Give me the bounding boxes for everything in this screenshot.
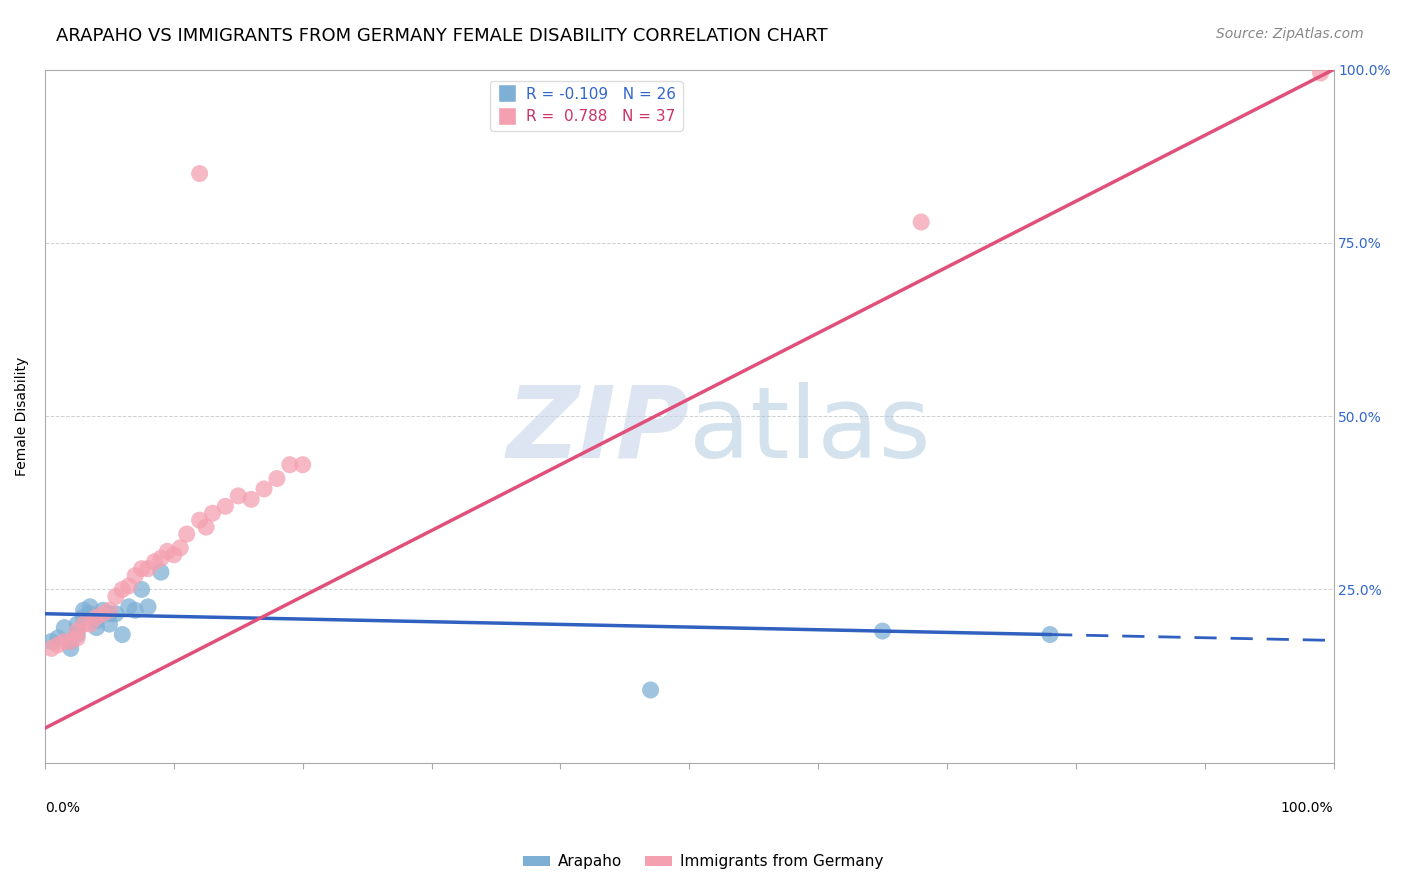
Point (66, 624, 89, 638)
Point (124, 603, 146, 617)
Point (72, 603, 94, 617)
Point (124, 568, 146, 582)
Point (1039, 627, 1062, 641)
Point (72, 617, 94, 632)
Point (98, 607, 121, 621)
Point (201, 506, 224, 520)
Point (79, 599, 101, 614)
Point (59, 641, 82, 656)
Point (195, 520, 218, 534)
Point (240, 492, 263, 507)
Point (91, 607, 114, 621)
Text: 100.0%: 100.0% (1281, 801, 1333, 815)
Point (163, 548, 186, 562)
Point (86, 621, 108, 635)
Point (66, 617, 89, 632)
Point (169, 541, 191, 555)
Point (291, 458, 314, 472)
Point (278, 458, 301, 472)
Point (149, 565, 172, 579)
Legend: Arapaho, Immigrants from Germany: Arapaho, Immigrants from Germany (516, 848, 890, 875)
Point (111, 582, 134, 597)
Point (176, 527, 198, 541)
Point (104, 607, 127, 621)
Point (59, 634, 82, 648)
Point (46, 638, 69, 652)
Text: ARAPAHO VS IMMIGRANTS FROM GERMANY FEMALE DISABILITY CORRELATION CHART: ARAPAHO VS IMMIGRANTS FROM GERMANY FEMAL… (56, 27, 828, 45)
Y-axis label: Female Disability: Female Disability (15, 357, 30, 475)
Point (118, 599, 141, 614)
Text: Source: ZipAtlas.com: Source: ZipAtlas.com (1216, 27, 1364, 41)
Point (872, 624, 894, 638)
Point (46, 631, 69, 645)
Point (214, 500, 236, 514)
Point (72, 610, 94, 624)
Point (66, 631, 89, 645)
Point (131, 582, 153, 597)
Point (98, 617, 121, 632)
Point (136, 562, 159, 576)
Point (118, 579, 141, 593)
Point (143, 555, 166, 569)
Point (266, 472, 288, 486)
Point (188, 167, 211, 181)
Point (79, 617, 101, 632)
Point (149, 551, 172, 566)
Point (98, 603, 121, 617)
Point (253, 482, 276, 496)
Point (86, 614, 108, 628)
Point (1309, 66, 1331, 80)
Point (53, 621, 76, 635)
Point (41, 641, 63, 656)
Text: ZIP: ZIP (506, 382, 689, 478)
Point (104, 590, 127, 604)
Point (59, 634, 82, 648)
Point (910, 215, 932, 229)
Point (66, 627, 89, 641)
Point (53, 634, 76, 648)
Point (41, 634, 63, 648)
Point (86, 610, 108, 624)
Point (640, 683, 662, 698)
Point (226, 489, 249, 503)
Point (79, 607, 101, 621)
Point (136, 599, 159, 614)
Legend: R = -0.109   N = 26, R =  0.788   N = 37: R = -0.109 N = 26, R = 0.788 N = 37 (489, 80, 682, 130)
Point (131, 562, 153, 576)
Point (111, 627, 134, 641)
Text: atlas: atlas (689, 382, 931, 478)
Point (91, 603, 114, 617)
Text: 0.0%: 0.0% (45, 801, 80, 815)
Point (156, 544, 179, 558)
Point (188, 513, 211, 527)
